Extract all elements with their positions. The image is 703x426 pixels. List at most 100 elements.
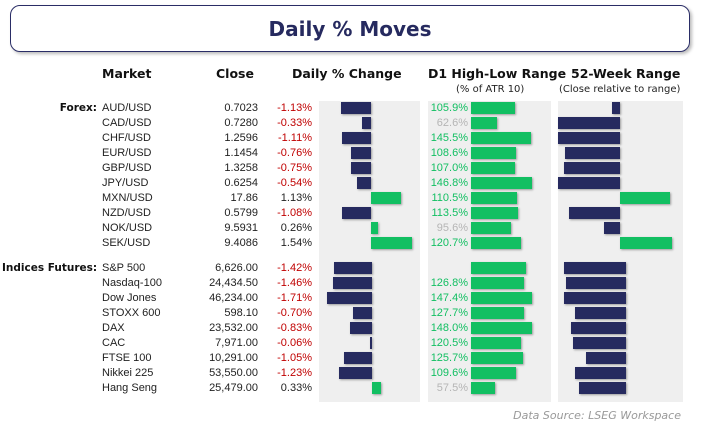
w52-bar <box>586 352 626 364</box>
market-name: S&P 500 <box>102 262 146 274</box>
change-value: -1.23% <box>277 367 312 379</box>
w52-bar <box>620 237 673 249</box>
d1-bar <box>471 262 527 274</box>
w52-bar <box>570 322 626 334</box>
change-value: -0.75% <box>277 162 312 174</box>
w52-bar <box>611 102 620 114</box>
change-bar <box>351 162 371 174</box>
market-name: SEK/USD <box>102 237 151 249</box>
d1-bar <box>471 292 533 304</box>
d1-value: 125.7% <box>430 352 468 364</box>
close-value: 25,479.00 <box>209 382 258 394</box>
change-bar <box>333 277 372 289</box>
close-value: 53,550.00 <box>209 367 258 379</box>
change-bar <box>371 222 378 234</box>
close-value: 23,532.00 <box>209 322 258 334</box>
change-value: -0.06% <box>277 337 312 349</box>
market-name: JPY/USD <box>102 177 149 189</box>
d1-value: 57.5% <box>436 382 468 394</box>
close-value: 0.6254 <box>224 177 258 189</box>
d1-bar <box>471 102 515 114</box>
w52-bar <box>558 177 620 189</box>
change-value: -1.71% <box>277 292 312 304</box>
change-value: 0.26% <box>280 222 312 234</box>
d1-value: 62.6% <box>436 117 468 129</box>
d1-bar <box>471 337 521 349</box>
d1-value: 146.8% <box>430 177 468 189</box>
change-bar <box>362 117 371 129</box>
change-bar <box>353 307 372 319</box>
close-value: 6,626.00 <box>215 262 258 274</box>
d1-bar <box>471 222 511 234</box>
header-close: Close <box>216 66 254 81</box>
d1-value: 110.5% <box>431 192 469 204</box>
page-title: Daily % Moves <box>268 16 432 41</box>
market-name: Hang Seng <box>102 382 158 394</box>
market-name: EUR/USD <box>102 147 152 159</box>
market-name: CAC <box>102 337 126 349</box>
market-name: Dow Jones <box>102 292 157 304</box>
change-value: -0.83% <box>277 322 312 334</box>
d1-bar <box>471 117 497 129</box>
close-value: 1.1454 <box>224 147 258 159</box>
d1-value: 120.5% <box>430 337 468 349</box>
d1-value: 108.6% <box>430 147 468 159</box>
change-value: -0.54% <box>277 177 312 189</box>
close-value: 10,291.00 <box>209 352 258 364</box>
d1-bar <box>471 192 517 204</box>
change-value: -1.08% <box>277 207 312 219</box>
d1-bar <box>471 307 524 319</box>
market-name: NZD/USD <box>102 207 151 219</box>
change-bar <box>371 192 401 204</box>
close-value: 9.5931 <box>224 222 258 234</box>
market-name: AUD/USD <box>102 102 152 114</box>
d1-value: 127.7% <box>430 307 468 319</box>
d1-bar <box>471 277 524 289</box>
change-bar <box>326 292 372 304</box>
change-value: -1.46% <box>277 277 312 289</box>
close-value: 17.86 <box>230 192 258 204</box>
market-name: GBP/USD <box>102 162 152 174</box>
change-value: -0.70% <box>277 307 312 319</box>
d1-bar <box>471 177 532 189</box>
change-value: -0.76% <box>277 147 312 159</box>
w52-bar <box>564 292 626 304</box>
w52-bar <box>620 192 670 204</box>
change-bar <box>341 102 371 114</box>
market-name: Nikkei 225 <box>102 367 154 379</box>
w52-bar <box>565 147 620 159</box>
change-bar <box>341 132 371 144</box>
w52-bar <box>558 117 620 129</box>
change-bar <box>350 322 372 334</box>
change-value: -1.42% <box>277 262 312 274</box>
change-value: -1.13% <box>277 102 312 114</box>
w52-bar <box>568 207 620 219</box>
close-value: 598.10 <box>224 307 258 319</box>
data-source: Data Source: LSEG Workspace <box>513 409 681 422</box>
d1-bar <box>471 382 495 394</box>
change-bar <box>371 237 412 249</box>
d1-bar <box>471 367 517 379</box>
close-value: 0.7280 <box>224 117 258 129</box>
change-value: -0.33% <box>277 117 312 129</box>
d1-bar <box>471 162 516 174</box>
close-value: 7,971.00 <box>215 337 258 349</box>
change-bar <box>334 262 372 274</box>
d1-value: 120.7% <box>430 237 468 249</box>
d1-value: 145.5% <box>430 132 468 144</box>
change-bar <box>342 207 371 219</box>
subheader-d1: (% of ATR 10) <box>456 84 525 95</box>
change-value: 0.33% <box>280 382 312 394</box>
change-bar <box>356 177 371 189</box>
w52-bar <box>575 367 626 379</box>
d1-value: 105.9% <box>430 102 468 114</box>
header-change: Daily % Change <box>292 66 402 81</box>
w52-bar <box>603 222 620 234</box>
change-value: -1.05% <box>277 352 312 364</box>
w52-bar <box>573 337 626 349</box>
header-52w: 52-Week Range <box>571 66 681 81</box>
group-label: Indices Futures: <box>2 262 98 274</box>
header-market: Market <box>102 66 152 81</box>
market-name: Nasdaq-100 <box>102 277 162 289</box>
w52-bar <box>578 382 626 394</box>
